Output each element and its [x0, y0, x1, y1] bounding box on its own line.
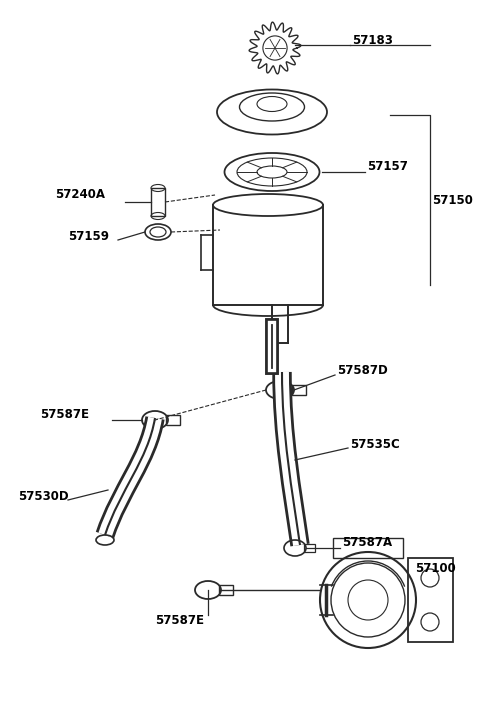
Bar — [304, 544, 315, 552]
Text: 57240A: 57240A — [55, 188, 105, 202]
Bar — [166, 415, 180, 425]
Text: 57530D: 57530D — [18, 491, 69, 503]
Bar — [219, 585, 233, 595]
Text: 57535C: 57535C — [350, 438, 400, 450]
Bar — [292, 385, 306, 395]
Text: 57100: 57100 — [415, 561, 456, 575]
Text: 57587E: 57587E — [155, 613, 204, 627]
Text: 57587A: 57587A — [342, 537, 392, 549]
Text: 57150: 57150 — [432, 193, 473, 207]
Text: 57159: 57159 — [68, 231, 109, 243]
Bar — [151, 188, 165, 216]
Text: 57157: 57157 — [367, 161, 408, 173]
Bar — [408, 558, 453, 642]
Text: 57183: 57183 — [352, 34, 393, 47]
Text: 57587E: 57587E — [40, 408, 89, 422]
Text: 57587D: 57587D — [337, 364, 388, 377]
Bar — [333, 538, 403, 558]
